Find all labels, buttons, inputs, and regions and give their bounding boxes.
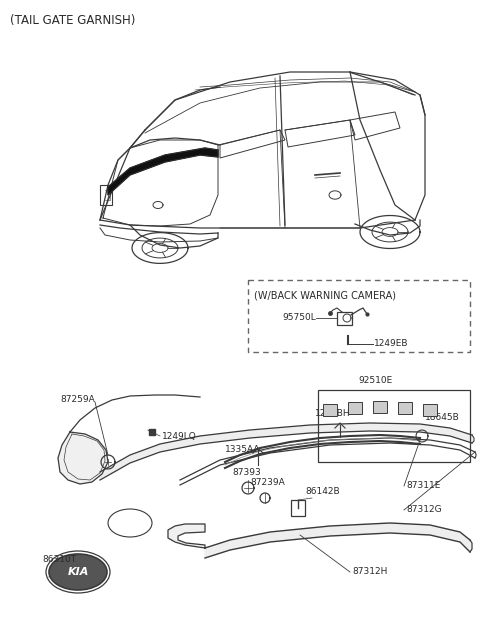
Polygon shape	[58, 432, 108, 484]
Bar	[398, 402, 412, 414]
Polygon shape	[108, 148, 218, 195]
Text: 87259A: 87259A	[60, 396, 95, 404]
Text: (W/BACK WARNING CAMERA): (W/BACK WARNING CAMERA)	[254, 291, 396, 301]
Text: 1243BH: 1243BH	[315, 409, 350, 418]
Bar	[423, 404, 437, 416]
Bar	[348, 402, 362, 414]
Text: 95750L: 95750L	[282, 314, 316, 322]
Bar	[291, 500, 305, 516]
Text: 1249EB: 1249EB	[374, 339, 408, 348]
Text: 86142B: 86142B	[305, 487, 340, 496]
Text: 87393: 87393	[232, 468, 261, 477]
Bar	[323, 404, 337, 416]
Text: 1249LQ: 1249LQ	[162, 432, 197, 440]
Text: 18645B: 18645B	[425, 413, 460, 423]
Bar	[373, 401, 387, 413]
Text: 87312G: 87312G	[406, 505, 442, 514]
Text: KIA: KIA	[67, 567, 89, 577]
Polygon shape	[168, 524, 205, 548]
Bar	[318, 390, 470, 462]
Text: 92510E: 92510E	[358, 376, 392, 385]
Polygon shape	[205, 523, 470, 558]
Ellipse shape	[49, 554, 107, 590]
Text: 1335AA: 1335AA	[225, 445, 261, 454]
Text: 86310T: 86310T	[42, 555, 76, 565]
Text: 87311E: 87311E	[406, 481, 440, 490]
Text: 87312H: 87312H	[352, 567, 387, 577]
Text: (TAIL GATE GARNISH): (TAIL GATE GARNISH)	[10, 14, 135, 27]
Polygon shape	[100, 423, 472, 480]
Text: 87239A: 87239A	[250, 478, 285, 487]
